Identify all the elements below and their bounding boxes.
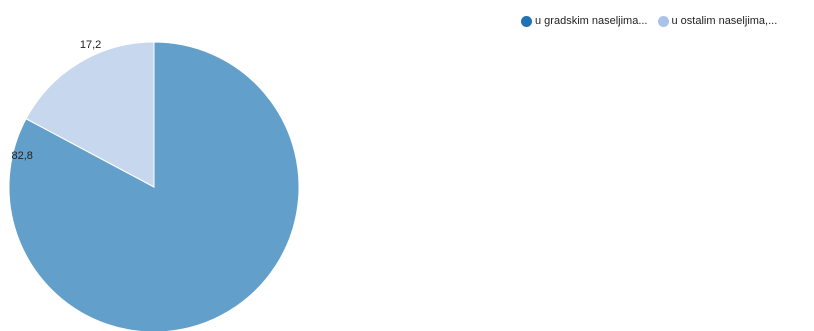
legend-swatch-gradska <box>521 15 532 27</box>
data-label-ostala: 17,2 <box>80 39 101 51</box>
legend-item-ostala[interactable]: u ostalim naseljima,... <box>657 15 778 27</box>
legend: u gradskim naseljima... u ostalim naselj… <box>521 15 777 27</box>
pie-slice-ostala[interactable] <box>25 41 155 188</box>
legend-item-gradska[interactable]: u gradskim naseljima... <box>521 15 648 27</box>
legend-label-ostala: u ostalim naseljima,... <box>671 15 778 27</box>
data-label-gradska: 82,8 <box>11 150 32 162</box>
legend-swatch-ostala <box>657 15 669 27</box>
legend-label-gradska: u gradskim naseljima... <box>535 15 648 27</box>
